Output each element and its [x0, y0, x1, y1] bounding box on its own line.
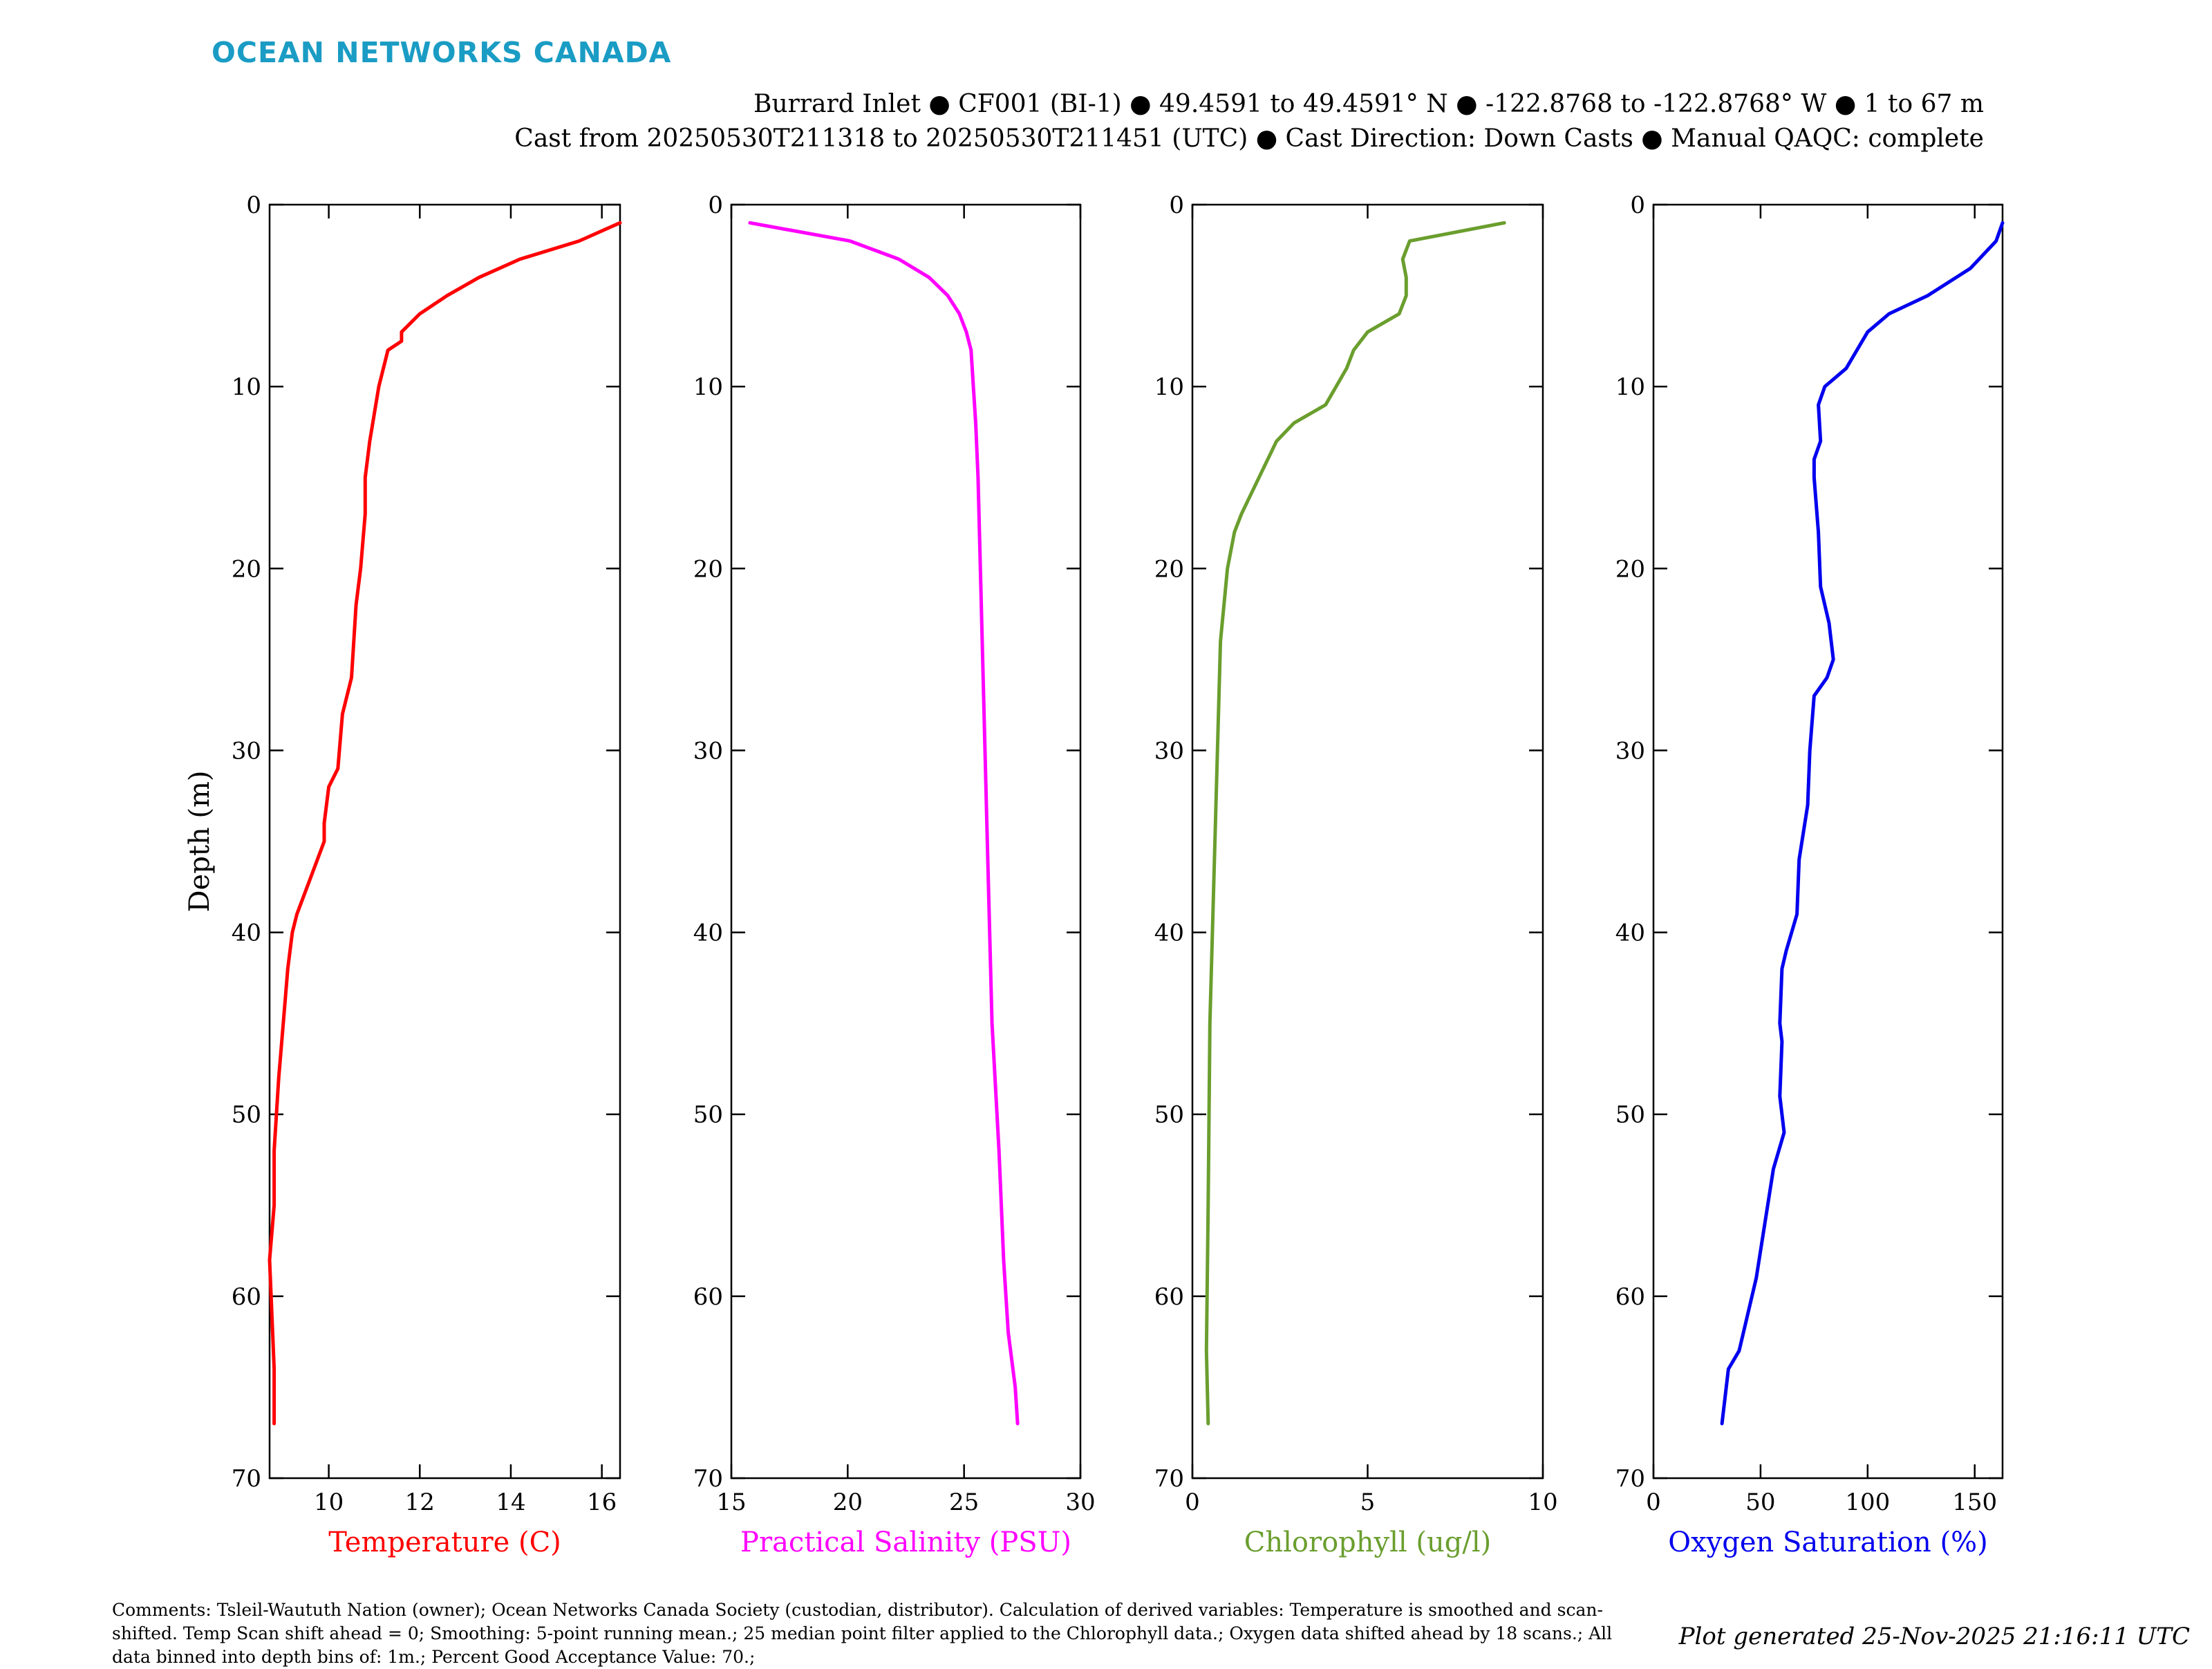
y-tick-label: 20 [693, 555, 723, 583]
x-tick-label: 0 [1185, 1489, 1200, 1516]
x-tick-label: 30 [1065, 1489, 1095, 1516]
y-tick-label: 20 [1615, 555, 1645, 583]
x-axis-label-1: Temperature (C) [328, 1527, 561, 1558]
x-tick-label: 0 [1646, 1489, 1661, 1516]
y-tick-label: 10 [1615, 373, 1645, 401]
y-tick-label: 60 [693, 1283, 723, 1311]
y-tick-label: 20 [1154, 555, 1184, 583]
y-axis-label: Depth (m) [184, 770, 216, 912]
series-line-3 [1204, 221, 1506, 1426]
series-line-2 [748, 221, 1020, 1426]
y-tick-label: 50 [1615, 1101, 1645, 1129]
y-tick-label: 0 [1169, 192, 1184, 219]
y-tick-label: 10 [232, 373, 261, 401]
axes-box-2 [730, 203, 1082, 1480]
y-tick-label: 70 [1615, 1465, 1645, 1493]
x-tick-label: 10 [314, 1489, 344, 1516]
axes-box-4 [1652, 203, 2004, 1480]
x-axis-label-2: Practical Salinity (PSU) [740, 1527, 1071, 1558]
y-tick-label: 0 [708, 192, 723, 219]
x-tick-label: 10 [1528, 1489, 1557, 1516]
y-tick-label: 10 [693, 373, 723, 401]
plot-generated-text: Plot generated 25-Nov-2025 21:16:11 UTC [1678, 1623, 2190, 1650]
header-line-2: Cast from 20250530T211318 to 20250530T21… [514, 124, 1984, 153]
y-tick-label: 0 [1630, 192, 1645, 219]
y-tick-label: 60 [232, 1283, 261, 1311]
y-tick-label: 40 [1615, 920, 1645, 947]
x-tick-label: 20 [833, 1489, 863, 1516]
y-tick-label: 50 [1154, 1101, 1184, 1129]
y-tick-label: 70 [1154, 1465, 1184, 1493]
y-tick-label: 30 [1154, 737, 1184, 765]
x-axis-label-3: Chlorophyll (ug/l) [1244, 1527, 1492, 1558]
series-line-1 [268, 221, 622, 1426]
y-tick-label: 60 [1615, 1283, 1645, 1311]
y-tick-label: 30 [1615, 737, 1645, 765]
y-tick-label: 40 [693, 920, 723, 947]
y-tick-label: 40 [232, 920, 261, 947]
y-tick-label: 60 [1154, 1283, 1184, 1311]
y-tick-label: 70 [693, 1465, 723, 1493]
y-tick-label: 70 [232, 1465, 261, 1493]
x-tick-label: 50 [1745, 1489, 1775, 1516]
y-tick-label: 50 [693, 1101, 723, 1129]
x-axis-label-4: Oxygen Saturation (%) [1668, 1527, 1987, 1558]
y-tick-label: 20 [232, 555, 261, 583]
x-tick-label: 16 [587, 1489, 617, 1516]
y-tick-label: 50 [232, 1101, 261, 1129]
axes-box-3 [1191, 203, 1544, 1480]
comments-text: Comments: Tsleil-Waututh Nation (owner);… [112, 1600, 1613, 1667]
x-tick-label: 5 [1360, 1489, 1376, 1516]
y-tick-label: 0 [246, 192, 261, 219]
axes-box-1 [268, 203, 621, 1480]
x-tick-label: 12 [405, 1489, 435, 1516]
x-tick-label: 100 [1845, 1489, 1890, 1516]
y-tick-label: 10 [1154, 373, 1184, 401]
x-tick-label: 14 [496, 1489, 525, 1516]
x-tick-label: 150 [1952, 1489, 1997, 1516]
y-tick-label: 40 [1154, 920, 1184, 947]
y-tick-label: 30 [232, 737, 261, 765]
x-tick-label: 25 [949, 1489, 979, 1516]
series-line-4 [1720, 221, 2005, 1426]
header-line-1: Burrard Inlet ● CF001 (BI-1) ● 49.4591 t… [753, 90, 1984, 118]
x-tick-label: 15 [716, 1489, 746, 1516]
onc-logo: OCEAN NETWORKS CANADA [212, 36, 672, 69]
y-tick-label: 30 [693, 737, 723, 765]
